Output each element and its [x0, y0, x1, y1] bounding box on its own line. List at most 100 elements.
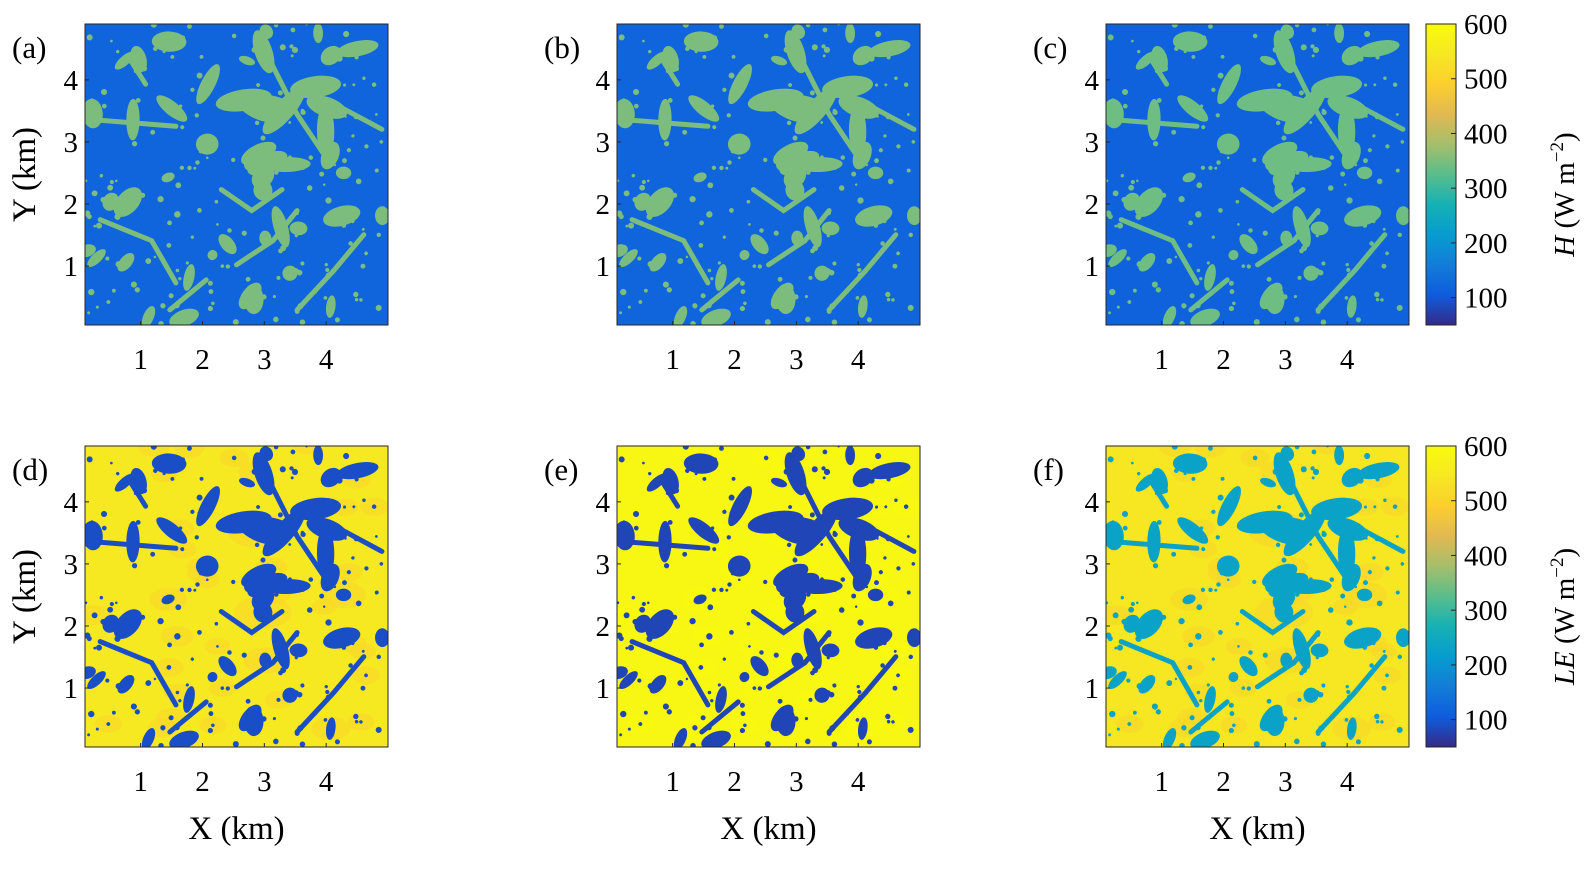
heatmap-patch: [158, 321, 164, 325]
heatmap-patch: [1354, 585, 1358, 589]
colorbar-label-symbol: H: [1549, 229, 1581, 258]
heatmap-patch: [779, 150, 820, 176]
heatmap-patch: [180, 547, 185, 552]
heatmap-patch: [1357, 477, 1364, 484]
heatmap-patch: [633, 525, 639, 531]
heatmap-patch: [333, 585, 337, 589]
heatmap-patch: [643, 710, 648, 715]
heatmap-patch: [348, 241, 353, 246]
colorbar-tick-label: 300: [1464, 595, 1508, 627]
heatmap-patch: [375, 304, 382, 311]
heatmap-patch: [290, 476, 294, 480]
heatmap-patch: [87, 249, 106, 268]
heatmap-mottle: [1158, 446, 1191, 457]
heatmap-patch: [335, 166, 352, 180]
heatmap-patch: [346, 148, 351, 153]
heatmap-patch: [739, 671, 750, 683]
heatmap-patch: [290, 75, 342, 99]
heatmap-patch: [231, 579, 236, 585]
heatmap-streak: [218, 187, 285, 214]
heatmap-patch: [273, 446, 279, 450]
heatmap-patch: [884, 505, 888, 509]
heatmap-patch: [712, 457, 718, 462]
heatmap-patch: [808, 697, 813, 702]
heatmap-patch: [1311, 75, 1363, 99]
heatmap-patch: [252, 30, 275, 74]
heatmap-patch: [1343, 605, 1347, 608]
heatmap-patch: [896, 251, 900, 256]
x-axis-label: X (km): [1209, 811, 1305, 847]
heatmap-patch: [289, 643, 308, 658]
heatmap-patch: [619, 249, 638, 268]
heatmap-patch: [633, 103, 639, 109]
heatmap-patch: [1132, 710, 1137, 715]
heatmap-patch: [168, 715, 174, 721]
heatmap-patch: [245, 698, 251, 704]
heatmap-patch: [245, 276, 251, 282]
heatmap-patch: [682, 240, 686, 244]
heatmap-patch: [294, 210, 299, 216]
heatmap-patch: [216, 645, 219, 648]
heatmap-patch: [693, 594, 707, 605]
heatmap-patch: [294, 632, 299, 638]
heatmap-patch: [85, 244, 96, 258]
heatmap-patch: [1318, 725, 1325, 732]
heatmap-patch: [1385, 251, 1389, 256]
heatmap-patch: [689, 196, 696, 203]
heatmap-patch: [1344, 205, 1382, 227]
heatmap-patch: [643, 288, 648, 293]
heatmap-patch: [241, 652, 247, 658]
heatmap-patch: [832, 531, 838, 538]
heatmap-patch: [1229, 711, 1235, 716]
heatmap-patch: [1226, 578, 1230, 582]
heatmap-patch: [321, 576, 327, 582]
y-tick-label: 3: [64, 549, 79, 581]
heatmap-patch: [698, 243, 704, 248]
heatmap-patch: [178, 277, 182, 281]
heatmap-patch: [805, 316, 811, 323]
heatmap-patch: [179, 165, 185, 170]
heatmap-patch: [262, 509, 306, 557]
heatmap-patch: [194, 535, 199, 540]
heatmap-patch: [1211, 235, 1215, 239]
heatmap-patch: [197, 207, 202, 213]
heatmap-patch: [1195, 302, 1201, 309]
heatmap-patch: [290, 449, 296, 455]
heatmap-patch: [639, 184, 646, 191]
heatmap-patch: [1298, 512, 1304, 518]
heatmap-patch: [1294, 738, 1300, 745]
heatmap-patch: [690, 321, 696, 325]
heatmap-patch: [194, 113, 199, 118]
heatmap-patch: [1181, 303, 1187, 309]
heatmap-patch: [336, 477, 343, 484]
heatmap-patch: [1171, 662, 1175, 666]
heatmap-patch: [1374, 113, 1381, 120]
heatmap-patch: [826, 309, 832, 314]
heatmap-patch: [277, 512, 283, 518]
heatmap-streak: [218, 609, 285, 636]
heatmap-patch: [1364, 30, 1371, 38]
heatmap-patch: [342, 505, 347, 509]
heatmap-patch: [374, 168, 379, 173]
heatmap-patch: [867, 166, 884, 180]
heatmap-patch: [215, 510, 272, 534]
heatmap-patch: [868, 477, 875, 484]
heatmap-patch: [662, 45, 679, 73]
heatmap-patch: [1382, 227, 1386, 231]
heatmap-patch: [1189, 715, 1195, 721]
heatmap-patch: [648, 471, 652, 476]
heatmap-patch: [1259, 704, 1283, 732]
heatmap-patch: [158, 743, 164, 747]
heatmap-patch: [710, 277, 714, 281]
heatmap-patch: [700, 715, 706, 721]
heatmap-patch: [1327, 185, 1334, 191]
heatmap-patch: [1162, 728, 1177, 747]
heatmap-patch: [190, 657, 194, 661]
heatmap-patch: [893, 649, 897, 653]
heatmap-patch: [336, 40, 379, 58]
heatmap-patch: [168, 293, 174, 299]
heatmap-patch: [831, 319, 838, 325]
heatmap-patch: [1204, 264, 1216, 291]
heatmap-patch: [1136, 261, 1143, 268]
heatmap-patch: [1392, 504, 1398, 509]
